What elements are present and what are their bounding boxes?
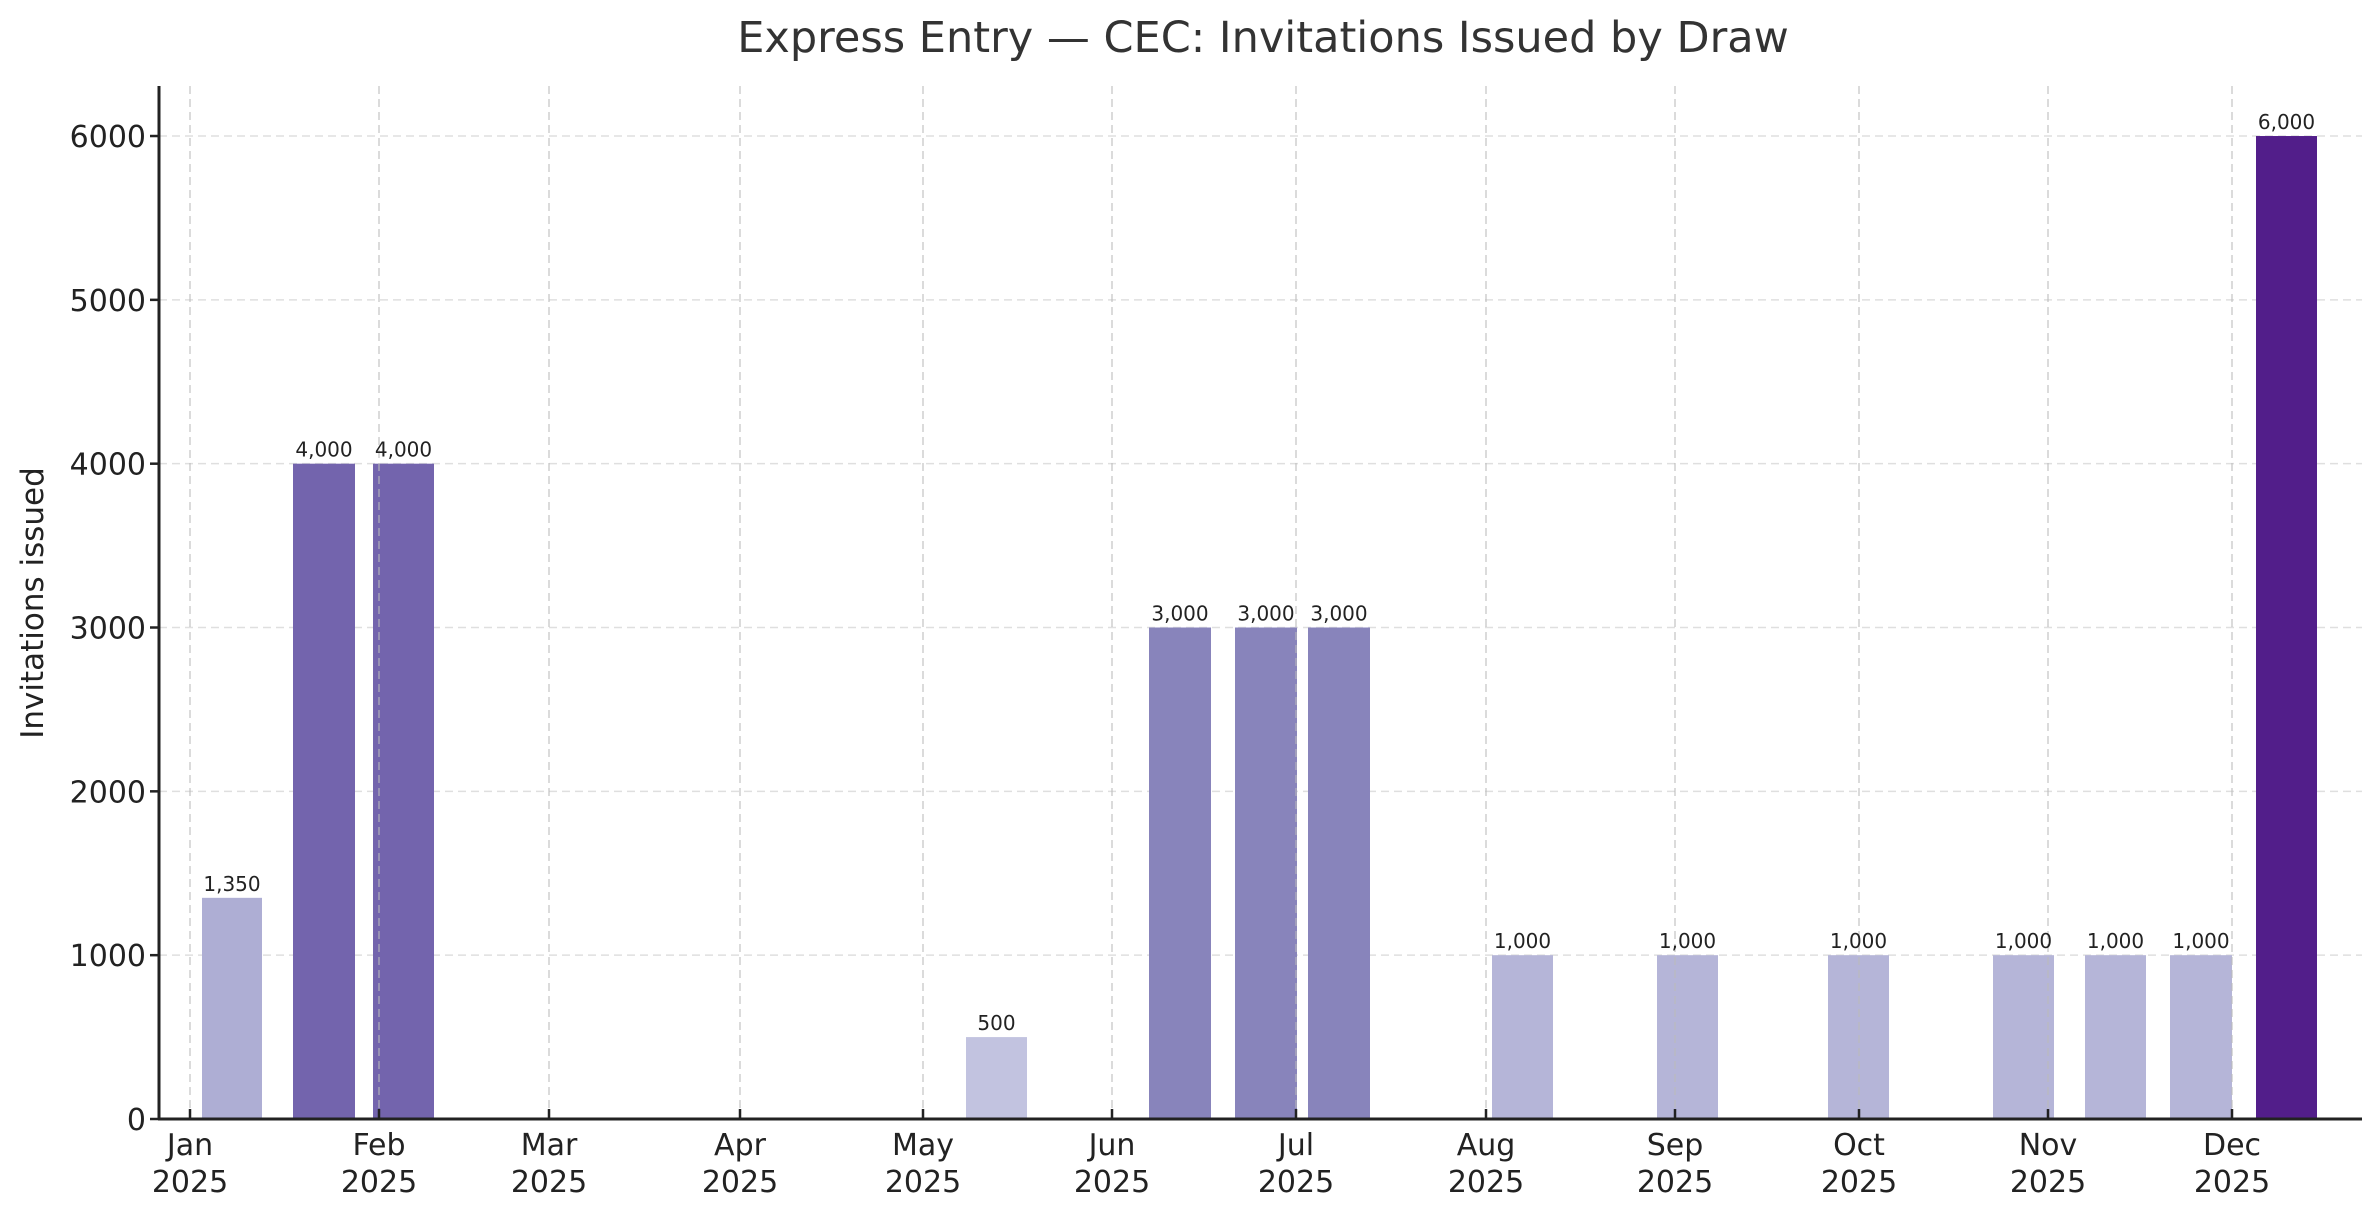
x-tick-month: Feb: [352, 1128, 405, 1163]
x-tick-month: Oct: [1833, 1128, 1885, 1163]
y-axis-label: Invitations issued: [15, 467, 51, 739]
x-tick-month: Jul: [1276, 1128, 1314, 1163]
bars: [202, 136, 2317, 1119]
x-tick-year: 2025: [2010, 1165, 2086, 1200]
x-tick-year: 2025: [1637, 1165, 1713, 1200]
x-tick-year: 2025: [702, 1165, 778, 1200]
bar: [1235, 627, 1297, 1119]
y-tick-label: 6000: [70, 120, 146, 155]
x-tick-month: Aug: [1457, 1128, 1516, 1163]
x-tick-year: 2025: [1258, 1165, 1334, 1200]
x-tick-year: 2025: [341, 1165, 417, 1200]
bar: [966, 1037, 1027, 1119]
bar: [1149, 627, 1211, 1119]
y-tick-label: 0: [127, 1103, 146, 1138]
bar-value-label: 500: [977, 1011, 1015, 1035]
x-tick-month: Jun: [1087, 1128, 1136, 1163]
bar: [373, 463, 434, 1119]
bar-value-label: 1,000: [1494, 929, 1551, 953]
bar-value-label: 1,000: [1995, 929, 2052, 953]
x-tick-month: Sep: [1647, 1128, 1704, 1163]
x-tick-month: Jan: [165, 1128, 213, 1163]
bar-value-label: 3,000: [1237, 602, 1294, 626]
data-labels: 1,350 4,000 4,000 500 3,000 3,000 3,000 1,000 1,…: [203, 110, 2315, 1035]
bar: [1657, 955, 1718, 1119]
bar-value-label: 4,000: [295, 438, 352, 462]
bar-value-label: 3,000: [1151, 602, 1208, 626]
bar: [1993, 955, 2054, 1119]
y-axis-ticks: 0 1000 2000 3000 4000 5000 6000: [70, 120, 159, 1138]
bar-value-label: 1,000: [2087, 929, 2144, 953]
bar-value-label: 6,000: [2258, 110, 2315, 134]
bar-value-label: 1,000: [2172, 929, 2229, 953]
x-tick-year: 2025: [885, 1165, 961, 1200]
bar-value-label: 1,000: [1830, 929, 1887, 953]
bar: [1308, 627, 1370, 1119]
bar: [2256, 136, 2317, 1119]
bar: [2085, 955, 2146, 1119]
x-axis-ticks: Jan2025Feb2025Mar2025Apr2025May2025Jun20…: [152, 1109, 2270, 1200]
y-tick-label: 2000: [70, 775, 146, 810]
y-tick-label: 1000: [70, 939, 146, 974]
bar-value-label: 1,000: [1659, 929, 1716, 953]
x-tick-month: Apr: [714, 1128, 767, 1163]
axes: [157, 86, 2362, 1121]
bar-value-label: 1,350: [203, 872, 260, 896]
x-tick-year: 2025: [152, 1165, 228, 1200]
x-tick-month: Dec: [2203, 1128, 2261, 1163]
x-tick-year: 2025: [1448, 1165, 1524, 1200]
bar: [1492, 955, 1553, 1119]
x-tick-year: 2025: [2194, 1165, 2270, 1200]
bar: [202, 897, 262, 1119]
x-tick-month: Mar: [521, 1128, 578, 1163]
y-tick-label: 3000: [70, 612, 146, 647]
y-tick-label: 4000: [70, 448, 146, 483]
vertical-gridlines: [189, 86, 2233, 1119]
y-tick-label: 5000: [70, 284, 146, 319]
bar: [2170, 955, 2232, 1119]
chart-title: Express Entry — CEC: Invitations Issued …: [737, 13, 1789, 63]
x-tick-month: Nov: [2019, 1128, 2078, 1163]
x-tick-year: 2025: [511, 1165, 587, 1200]
x-tick-month: May: [892, 1128, 954, 1163]
x-tick-year: 2025: [1821, 1165, 1897, 1200]
x-tick-year: 2025: [1074, 1165, 1150, 1200]
bar: [293, 463, 355, 1119]
bar-value-label: 3,000: [1310, 602, 1367, 626]
bar-value-label: 4,000: [375, 438, 432, 462]
